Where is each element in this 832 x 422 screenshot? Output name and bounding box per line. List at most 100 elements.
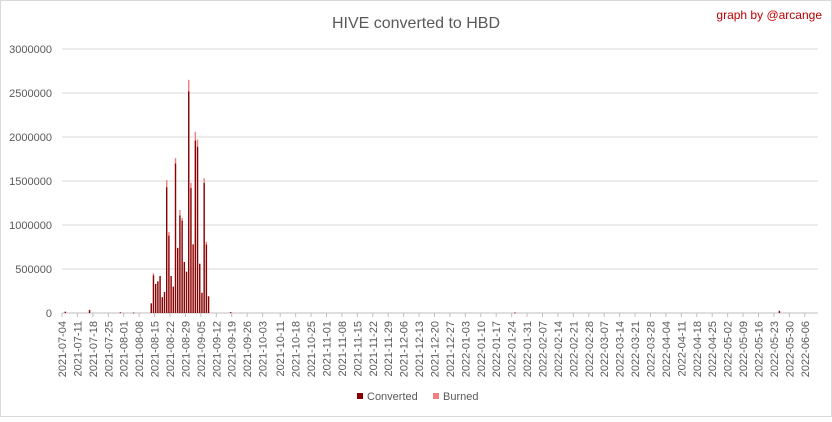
y-tick-label: 1000000 <box>9 220 52 232</box>
x-tick-label: 2022-04-11 <box>676 321 688 376</box>
chart-title: HIVE converted to HBD <box>332 15 500 32</box>
x-tick-label: 2022-01-31 <box>522 321 534 377</box>
bar-converted <box>181 220 183 313</box>
x-tick-label: 2021-07-04 <box>57 321 69 377</box>
bar-burned <box>181 217 183 221</box>
bar-converted <box>229 312 232 313</box>
x-tick-label: 2021-09-19 <box>227 321 239 377</box>
x-tick-label: 2021-12-06 <box>399 321 411 377</box>
x-axis <box>61 313 806 317</box>
bar-converted <box>192 244 194 313</box>
x-tick-label: 2022-04-25 <box>707 321 719 377</box>
bars <box>64 79 781 314</box>
bar-burned <box>196 139 199 147</box>
x-tick-label: 2022-01-17 <box>491 321 503 377</box>
bar-burned <box>188 79 190 92</box>
x-tick-label: 2022-05-23 <box>769 321 781 377</box>
bar-converted <box>190 188 192 313</box>
x-tick-label: 2021-07-25 <box>103 321 115 377</box>
bar-burned <box>165 180 168 188</box>
bar-converted <box>203 182 205 313</box>
x-tick-label: 2022-02-28 <box>584 321 596 377</box>
bar-burned <box>152 273 155 276</box>
grid-layer <box>62 48 818 314</box>
x-tick-label: 2021-07-11 <box>72 321 84 376</box>
y-tick-label: 2500000 <box>9 88 52 100</box>
bar-converted <box>152 275 155 313</box>
y-tick-label: 2000000 <box>9 132 52 144</box>
x-tick-label: 2021-08-29 <box>180 321 192 377</box>
bar-converted <box>157 281 159 313</box>
x-tick-label: 2021-09-26 <box>242 321 254 377</box>
bar-converted <box>163 291 166 313</box>
x-tick-label: 2022-01-03 <box>460 321 472 377</box>
bar-converted <box>170 276 172 313</box>
legend-label-converted: Converted <box>367 391 418 403</box>
y-tick-labels: 0 500000 1000000 1500000 2000000 2500000 30000… <box>9 44 52 320</box>
x-tick-label: 2022-04-04 <box>661 321 673 377</box>
legend-swatch-burned <box>433 393 439 399</box>
x-tick-label: 2021-09-05 <box>196 321 208 377</box>
bar-burned <box>174 158 177 164</box>
bar-converted <box>88 309 91 313</box>
bar-converted <box>150 303 152 313</box>
bar-burned <box>168 232 170 236</box>
x-tick-label: 2022-04-18 <box>692 321 704 377</box>
bar-converted <box>174 163 177 313</box>
x-tick-label: 2021-11-22 <box>368 321 380 376</box>
x-tick-label: 2021-12-27 <box>445 321 457 377</box>
x-tick-label: 2021-07-18 <box>88 321 100 377</box>
x-tick-label: 2022-01-24 <box>507 321 519 377</box>
legend-swatch-converted <box>357 393 363 399</box>
legend: Converted Burned <box>357 391 478 403</box>
x-tick-labels: 2021-07-04 2021-07-11 2021-07-18 2021-07-25… <box>57 321 812 377</box>
bar-burned <box>179 210 181 216</box>
bar-burned <box>205 241 208 245</box>
bar-burned <box>190 182 192 189</box>
legend-label-burned: Burned <box>443 391 478 403</box>
bar-converted <box>177 247 179 313</box>
bar-converted <box>183 261 186 313</box>
bar-converted <box>196 146 199 313</box>
x-tick-label: 2021-11-01 <box>321 321 333 376</box>
x-tick-label: 2021-08-01 <box>119 321 131 377</box>
bar-converted <box>172 286 175 313</box>
x-tick-label: 2022-03-14 <box>615 321 627 377</box>
x-tick-label: 2021-11-29 <box>383 321 395 376</box>
x-tick-label: 2022-03-21 <box>630 321 642 377</box>
x-tick-label: 2021-08-08 <box>134 321 146 377</box>
x-tick-label: 2021-11-15 <box>352 321 364 376</box>
x-tick-label: 2021-10-03 <box>258 321 270 377</box>
bar-converted <box>778 310 781 313</box>
bar-burned <box>203 178 205 183</box>
x-tick-label: 2022-05-09 <box>738 321 750 377</box>
x-tick-label: 2021-08-22 <box>165 321 177 377</box>
x-tick-label: 2021-09-12 <box>211 321 223 377</box>
x-tick-label: 2021-10-25 <box>306 321 318 377</box>
x-tick-label: 2022-05-16 <box>753 321 765 377</box>
bar-converted <box>185 271 188 313</box>
x-tick-label: 2022-05-30 <box>784 321 796 377</box>
x-tick-label: 2021-08-15 <box>150 321 162 377</box>
bar-converted <box>194 140 197 313</box>
x-tick-label: 2021-10-11 <box>275 321 287 376</box>
bar-converted <box>64 311 67 313</box>
bar-converted <box>179 215 181 313</box>
bar-converted <box>119 312 122 314</box>
bar-burned <box>194 131 197 141</box>
bar-converted <box>165 187 168 313</box>
x-tick-label: 2021-11-08 <box>337 321 349 376</box>
bar-converted <box>154 283 157 313</box>
x-tick-label: 2022-02-21 <box>568 321 580 377</box>
x-tick-label: 2022-02-14 <box>553 321 565 377</box>
x-tick-label: 2022-03-07 <box>599 321 611 377</box>
y-tick-label: 500000 <box>15 264 52 276</box>
bar-converted <box>199 263 201 313</box>
x-tick-label: 2021-12-20 <box>429 321 441 377</box>
bar-converted <box>207 296 210 313</box>
bar-converted <box>159 276 161 313</box>
x-tick-label: 2022-01-10 <box>476 321 488 377</box>
